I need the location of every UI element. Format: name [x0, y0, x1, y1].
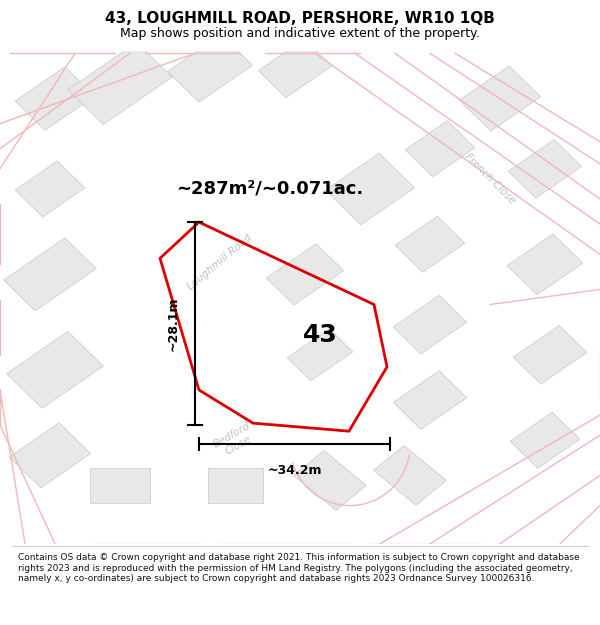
Text: Map shows position and indicative extent of the property.: Map shows position and indicative extent…: [120, 27, 480, 40]
Bar: [508, 139, 582, 198]
Bar: [405, 121, 475, 177]
Bar: [513, 326, 587, 384]
Bar: [395, 216, 465, 272]
Text: Bedford
Close: Bedford Close: [212, 421, 258, 460]
Bar: [510, 412, 580, 468]
Text: ~28.1m: ~28.1m: [167, 296, 180, 351]
Bar: [15, 67, 95, 130]
Bar: [90, 468, 150, 503]
Bar: [287, 329, 353, 381]
Bar: [10, 422, 91, 488]
Bar: [393, 371, 467, 429]
Text: 43: 43: [302, 322, 337, 347]
Bar: [68, 42, 172, 124]
Bar: [266, 244, 344, 305]
Bar: [393, 296, 467, 354]
Bar: [293, 451, 367, 510]
Bar: [4, 238, 97, 311]
Bar: [325, 153, 415, 225]
Text: ~287m²/~0.071ac.: ~287m²/~0.071ac.: [176, 180, 364, 198]
Bar: [15, 161, 85, 217]
Bar: [374, 446, 446, 505]
Bar: [7, 331, 103, 408]
Text: Loughmill Road: Loughmill Road: [186, 232, 254, 292]
Bar: [167, 34, 253, 103]
Text: French Close: French Close: [463, 152, 517, 206]
Text: Contains OS data © Crown copyright and database right 2021. This information is : Contains OS data © Crown copyright and d…: [18, 554, 580, 583]
Text: 43, LOUGHMILL ROAD, PERSHORE, WR10 1QB: 43, LOUGHMILL ROAD, PERSHORE, WR10 1QB: [105, 11, 495, 26]
Text: ~34.2m: ~34.2m: [267, 464, 322, 477]
Bar: [460, 66, 541, 131]
Bar: [208, 468, 263, 503]
Bar: [507, 234, 583, 295]
Bar: [258, 39, 332, 98]
